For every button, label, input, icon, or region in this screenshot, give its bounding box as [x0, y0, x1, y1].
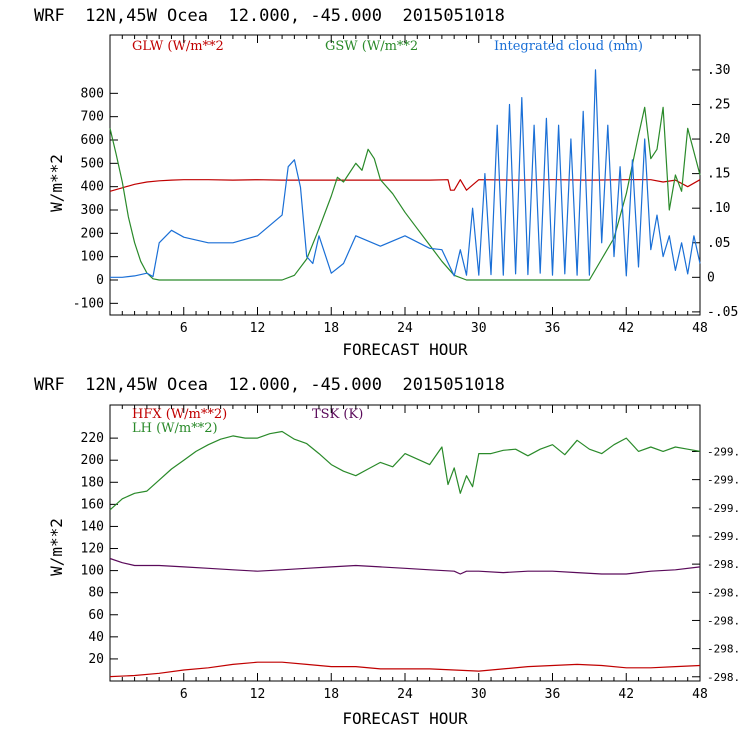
panel-1-y-tick-label: 300: [81, 203, 104, 218]
panel-1-title: WRF 12N,45W Ocea 12.000, -45.000 2015051…: [34, 6, 505, 26]
panel-2-y-tick-label: 100: [81, 564, 104, 579]
panel-1-y-tick-label: -100: [73, 296, 104, 311]
panel-2-y-tick-label: 80: [88, 586, 104, 601]
panel-1-y2-tick-label: .25: [707, 97, 730, 112]
legend-hfx: HFX (W/m**2): [132, 407, 227, 422]
panel-2-y-tick-label: 180: [81, 475, 104, 490]
panel-1-y2-tick-label: -.05: [707, 305, 738, 320]
panel-2-y2-tick-label: -298.0: [707, 671, 740, 684]
panel-2-x-tick-label: 6: [180, 687, 188, 702]
panel-1-y-tick-label: 100: [81, 250, 104, 265]
panel-1-series-line-1: [109, 106, 701, 281]
panel-1-y-axis-label: W/m**2: [47, 154, 66, 212]
panel-1-x-tick-label: 36: [545, 321, 561, 336]
panel-1-y2-tick-label: .10: [707, 201, 730, 216]
panel-1-y2-tick-label: 0: [707, 270, 715, 285]
panel-2-y2-tick-label: -298.8: [707, 558, 740, 571]
panel-1-x-axis-label: FORECAST HOUR: [342, 340, 468, 359]
panel-1-y-tick-label: 400: [81, 180, 104, 195]
panel-1-series-line-2: [110, 69, 701, 278]
panel-2-y-tick-label: 20: [88, 652, 104, 667]
panel-2-title: WRF 12N,45W Ocea 12.000, -45.000 2015051…: [34, 375, 505, 395]
panel-1-x-tick-label: 30: [471, 321, 487, 336]
panel-2-series-line-1: [109, 430, 701, 511]
panel-2-x-tick-label: 36: [545, 687, 561, 702]
panel-1-y-tick-label: 0: [96, 273, 104, 288]
panel-2-y-tick-label: 120: [81, 542, 104, 557]
panel-1-x-tick-label: 18: [323, 321, 339, 336]
panel-1-y2-tick-label: .30: [707, 63, 730, 78]
panel-2-y2-tick-label: -299.0: [707, 530, 740, 543]
panel-1-x-tick-label: 12: [250, 321, 266, 336]
panel-2-series: [109, 430, 701, 678]
panel-2-x-tick-label: 30: [471, 687, 487, 702]
panel-2-y-tick-label: 160: [81, 497, 104, 512]
panel-2-y-tick-label: 140: [81, 519, 104, 534]
panel-1-axes: 6 12 18 24 30 36 42 48 800 700 600 500 400 300 200 100 0…: [73, 35, 738, 336]
panel-1-y-tick-label: 600: [81, 133, 104, 148]
panel-1: WRF 12N,45W Ocea 12.000, -45.000 2015051…: [34, 6, 738, 359]
panel-1-plot-frame: [109, 34, 701, 316]
panel-2-y-axis-label: W/m**2: [47, 518, 66, 576]
legend-glw: GLW (W/m**2: [132, 39, 224, 54]
panel-2-y2-tick-label: -299.4: [707, 474, 740, 487]
panel-1-y-tick-label: 200: [81, 226, 104, 241]
panel-2-y2-tick-label: -298.2: [707, 643, 740, 656]
panel-1-x-tick-label: 6: [180, 321, 188, 336]
panel-2-x-tick-label: 12: [250, 687, 266, 702]
legend-integrated-cloud: Integrated cloud (mm): [494, 39, 643, 54]
panel-2-x-tick-label: 48: [692, 687, 708, 702]
panel-1-y2-tick-label: .20: [707, 132, 730, 147]
panel-2-x-tick-label: 24: [397, 687, 413, 702]
panel-1-y-tick-label: 500: [81, 156, 104, 171]
panel-1-x-tick-label: 24: [397, 321, 413, 336]
panel-2-y2-tick-label: -298.6: [707, 586, 740, 599]
panel-2-y-tick-label: 200: [81, 453, 104, 468]
panel-1-y2-tick-label: .05: [707, 236, 730, 251]
panel-2-y-tick-label: 40: [88, 630, 104, 645]
legend-gsw: GSW (W/m**2: [325, 39, 418, 54]
panel-1-series-line-0: [109, 179, 701, 192]
panel-2-y-tick-label: 60: [88, 608, 104, 623]
panel-2-series-line-2: [109, 557, 701, 575]
panel-1-y-tick-label: 700: [81, 110, 104, 125]
legend-lh: LH (W/m**2): [132, 421, 218, 436]
panel-2-axes: 6 12 18 24 30 36 42 48 220 200 180 160 140 120 100 80 60…: [81, 405, 740, 702]
panel-1-series: [109, 69, 701, 281]
panel-2-series-line-0: [109, 661, 701, 678]
panel-1-x-tick-label: 48: [692, 321, 708, 336]
panel-2-y2-tick-label: -299.2: [707, 502, 740, 515]
panel-1-y2-tick-label: .15: [707, 167, 730, 182]
panel-1-x-tick-label: 42: [618, 321, 634, 336]
panel-2-y2-tick-label: -298.4: [707, 614, 740, 627]
panel-2-x-tick-label: 18: [323, 687, 339, 702]
panel-2-x-axis-label: FORECAST HOUR: [342, 709, 468, 728]
legend-tsk: TSK (K): [312, 407, 363, 422]
panel-2: WRF 12N,45W Ocea 12.000, -45.000 2015051…: [34, 375, 740, 728]
panel-1-y-tick-label: 800: [81, 86, 104, 101]
panel-2-y-tick-label: 220: [81, 431, 104, 446]
panel-2-x-tick-label: 42: [618, 687, 634, 702]
panel-2-y2-tick-label: -299.6: [707, 445, 740, 458]
